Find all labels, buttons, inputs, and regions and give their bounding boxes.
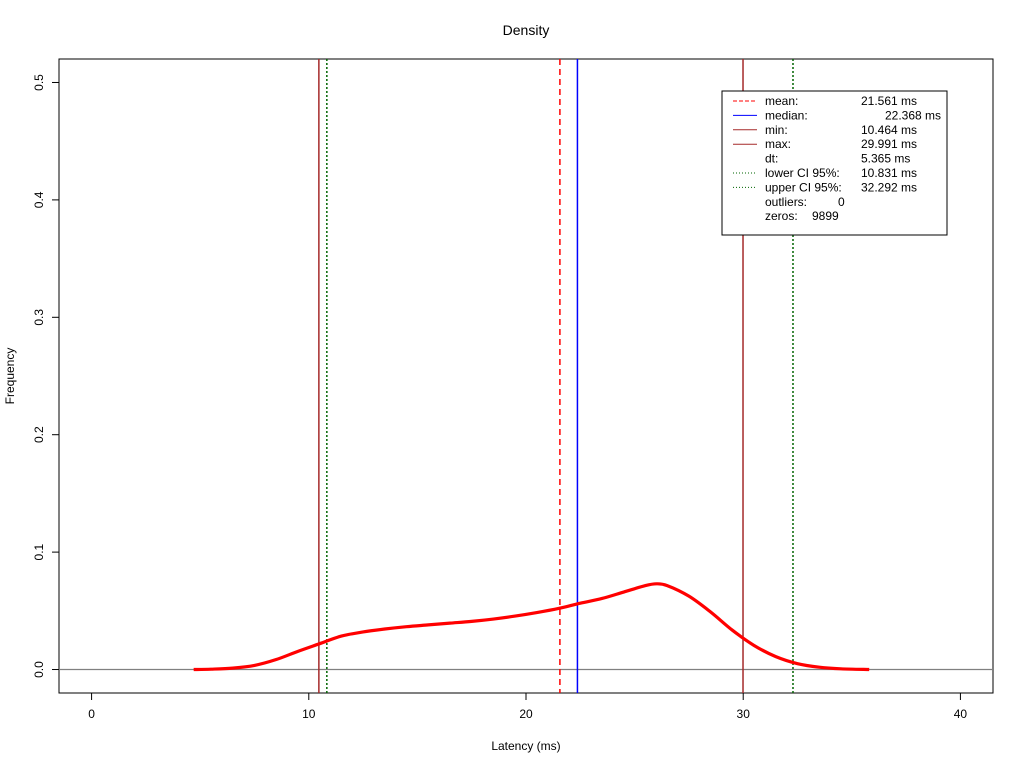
x-tick-label: 40: [954, 707, 968, 721]
y-tick-label: 0.4: [32, 191, 46, 208]
y-tick-label: 0.3: [32, 309, 46, 326]
legend-label: max:: [765, 137, 791, 151]
x-tick-label: 0: [88, 707, 95, 721]
legend-label: dt:: [765, 152, 778, 166]
y-axis-label: Frequency: [3, 348, 17, 405]
x-tick-label: 10: [302, 707, 316, 721]
legend: mean: 21.561 ms median: 22.368 ms min: 10.464…: [721, 90, 948, 236]
chart-title: Density: [503, 22, 550, 38]
legend-value: 0: [838, 195, 845, 209]
legend-label: zeros:: [765, 209, 798, 223]
x-tick-label: 20: [519, 707, 533, 721]
legend-label: mean:: [765, 94, 798, 108]
density-curve: [193, 582, 870, 672]
legend-label: min:: [765, 123, 788, 137]
legend-label: median:: [765, 108, 808, 122]
legend-value: 9899: [812, 209, 839, 223]
y-tick-label: 0.1: [32, 543, 46, 560]
legend-value: 10.464 ms: [861, 123, 917, 137]
legend-label: upper CI 95%:: [765, 180, 842, 194]
legend-value: 22.368 ms: [885, 108, 941, 122]
legend-box: [721, 90, 948, 236]
legend-label: outliers:: [765, 195, 807, 209]
legend-value: 21.561 ms: [861, 94, 917, 108]
y-tick-label: 0.2: [32, 426, 46, 443]
legend-value: 5.365 ms: [861, 152, 910, 166]
legend-value: 32.292 ms: [861, 180, 917, 194]
x-axis-label: Latency (ms): [491, 739, 560, 753]
legend-value: 10.831 ms: [861, 166, 917, 180]
legend-value: 29.991 ms: [861, 137, 917, 151]
y-tick-label: 0.0: [32, 661, 46, 678]
y-tick-label: 0.5: [32, 74, 46, 91]
plot-area: 0 10 20 30 40 0.0 0.1 0.2 0.3 0.4 0.5: [32, 58, 994, 721]
legend-label: lower CI 95%:: [765, 166, 840, 180]
x-tick-label: 30: [737, 707, 751, 721]
